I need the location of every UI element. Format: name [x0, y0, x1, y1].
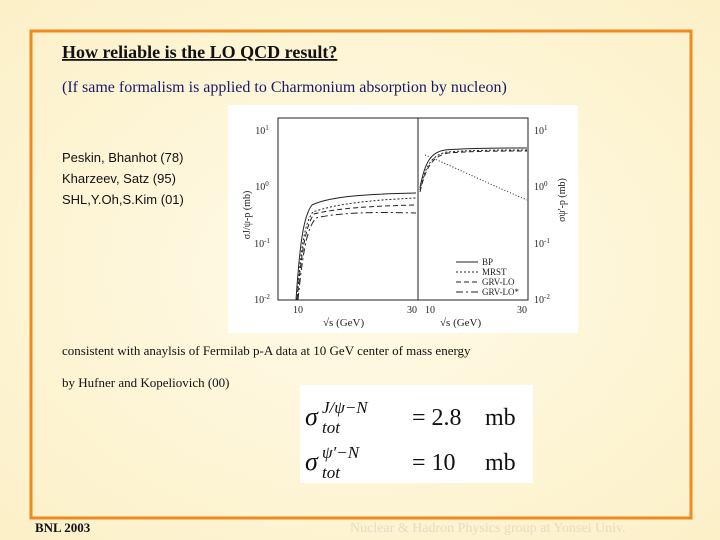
formula-sub: tot	[322, 463, 341, 482]
curve	[419, 147, 528, 189]
x-tick-label: 30	[517, 305, 527, 316]
subtitle: (If same formalism is applied to Charmon…	[62, 79, 507, 96]
formula-symbol: σ	[305, 447, 319, 476]
curve	[296, 197, 417, 301]
formula-sup: ψ′−N	[322, 443, 361, 462]
formula-value: = 10	[412, 450, 456, 476]
formula-unit: mb	[485, 405, 516, 431]
y-tick-label: 101	[255, 124, 269, 137]
tick-exp: -2	[264, 293, 270, 301]
tick-base: 10	[255, 126, 265, 137]
curve	[424, 154, 528, 201]
by-text: by Hufner and Kopeliovich (00)	[62, 375, 230, 390]
formula-unit: mb	[485, 450, 516, 476]
tick-exp: 0	[265, 180, 269, 188]
tick-exp: 1	[544, 124, 548, 132]
tick-exp: -1	[544, 237, 550, 245]
tick-exp: 0	[544, 180, 548, 188]
formula-symbol: σ	[305, 402, 319, 431]
formula-box	[300, 385, 533, 483]
formula-sub: tot	[322, 418, 341, 437]
curve	[419, 150, 528, 193]
legend-label: GRV-LO*	[482, 287, 519, 297]
tick-base: 10	[254, 239, 264, 250]
y-tick-label: 100	[255, 180, 269, 193]
legend-label: GRV-LO	[482, 277, 515, 287]
curve	[297, 212, 417, 301]
y-tick-label: 10-1	[534, 237, 550, 250]
x-tick-label: 10	[293, 305, 303, 316]
tick-base: 10	[534, 182, 544, 193]
tick-base: 10	[534, 126, 544, 137]
footer-left: BNL 2003	[35, 520, 91, 535]
legend-label: MRST	[482, 267, 507, 277]
y-tick-label: 10-2	[534, 293, 550, 306]
x-tick-label: 10	[425, 305, 435, 316]
x-label: √s (GeV)	[440, 317, 482, 329]
reference: SHL,Y.Oh,S.Kim (01)	[62, 192, 184, 207]
x-label: √s (GeV)	[323, 317, 365, 329]
y-label: σJ/ψ-p (mb)	[242, 191, 253, 240]
tick-base: 10	[255, 182, 265, 193]
plot-background	[228, 105, 578, 333]
tick-exp: -2	[544, 293, 550, 301]
right-panel	[417, 117, 529, 301]
consistent-text: consistent with anaylsis of Fermilab p-A…	[62, 343, 471, 358]
curves	[295, 147, 528, 301]
curve	[295, 192, 417, 301]
references: Peskin, Bhanhot (78) Kharzeev, Satz (95) S…	[62, 150, 184, 207]
curve	[296, 204, 417, 301]
reference: Peskin, Bhanhot (78)	[62, 150, 183, 165]
tick-base: 10	[254, 295, 264, 306]
y-tick-label: 101	[534, 124, 548, 137]
y-tick-label: 10-2	[254, 293, 270, 306]
formula-sup: J/ψ−N	[322, 398, 369, 417]
y-tick-label: 100	[534, 180, 548, 193]
legend-label: BP	[482, 257, 493, 267]
y-label: σψ'-p (mb)	[557, 178, 568, 222]
tick-exp: 1	[265, 124, 269, 132]
tick-base: 10	[534, 295, 544, 306]
y-tick-label: 10-1	[254, 237, 270, 250]
frame	[29, 29, 693, 520]
footer-right: Nuclear & Hadron Physics group at Yonsei…	[350, 521, 626, 536]
title: How reliable is the LO QCD result?	[62, 42, 337, 62]
formula-value: = 2.8	[412, 405, 462, 431]
tick-exp: -1	[264, 237, 270, 245]
reference: Kharzeev, Satz (95)	[62, 171, 176, 186]
x-tick-label: 30	[407, 305, 417, 316]
curve	[419, 149, 528, 191]
tick-base: 10	[534, 239, 544, 250]
